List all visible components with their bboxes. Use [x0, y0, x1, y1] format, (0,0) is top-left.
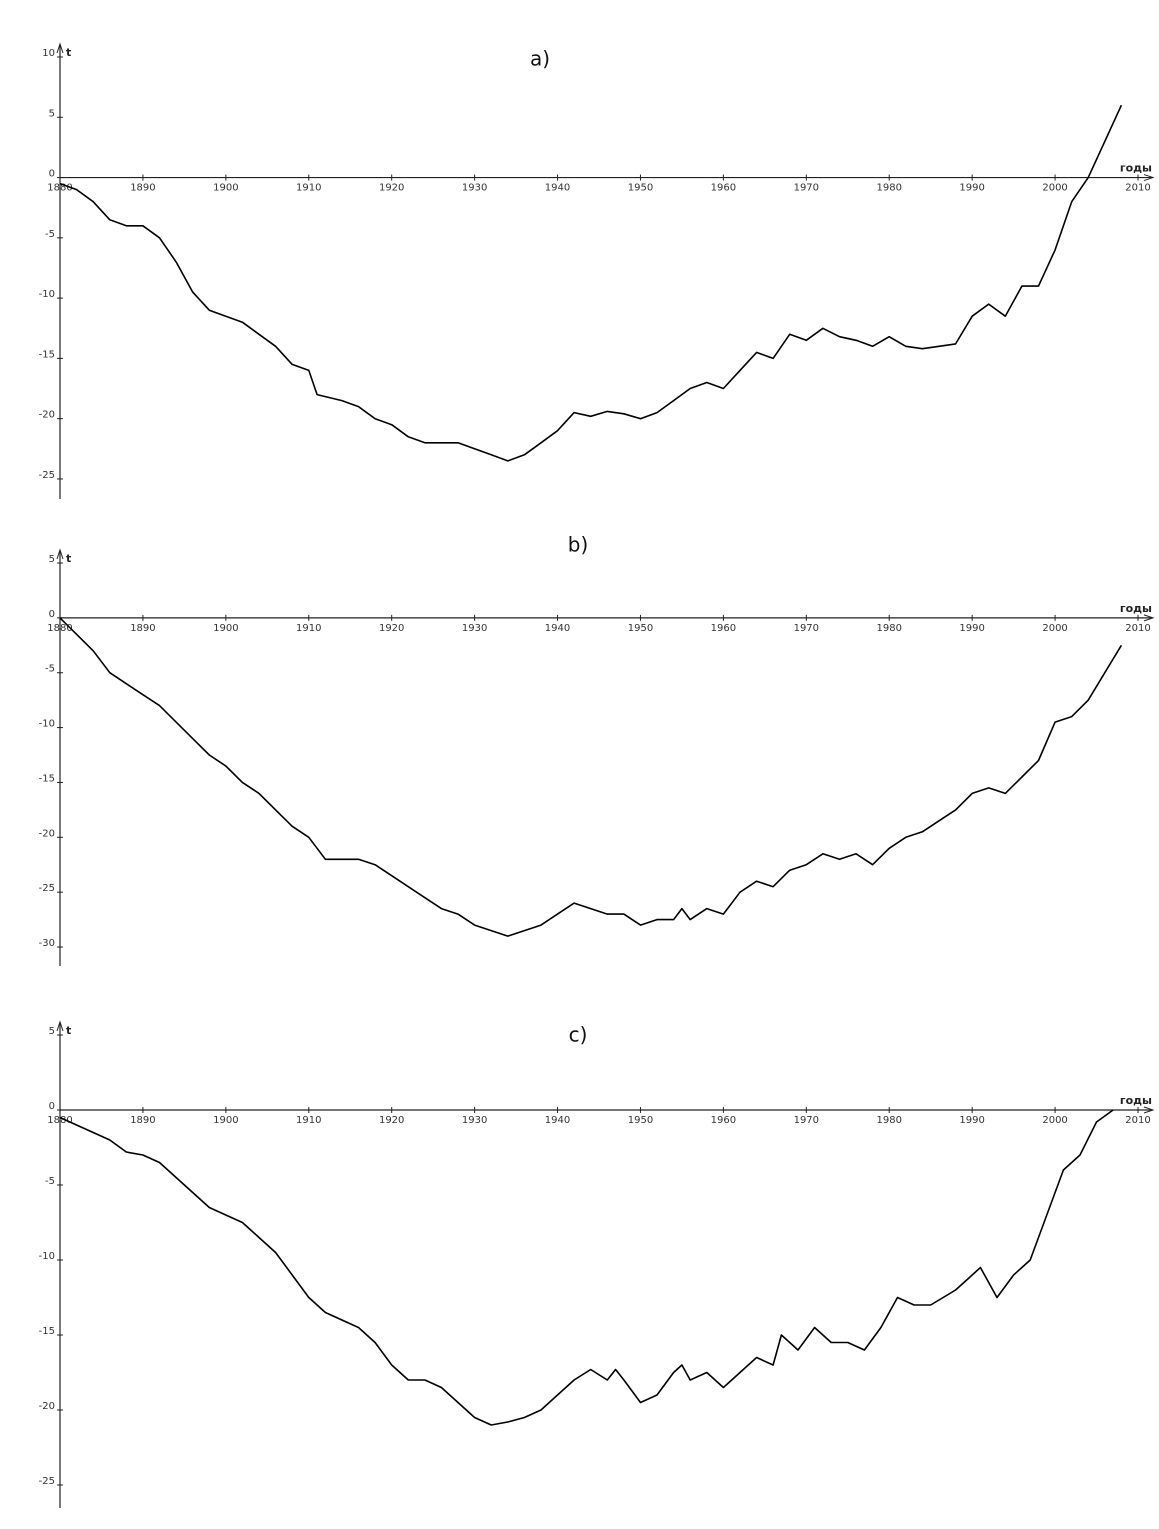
- x-tick-label: 2000: [1042, 623, 1067, 634]
- y-axis-label: t: [66, 1024, 71, 1037]
- x-tick-label: 1910: [296, 1115, 321, 1126]
- x-tick-label: 1970: [794, 1115, 819, 1126]
- x-axis-label: годы: [1120, 1094, 1152, 1107]
- x-tick-label: 1970: [794, 183, 819, 194]
- x-tick-label: 1990: [959, 183, 984, 194]
- y-tick-label: -10: [39, 1251, 55, 1262]
- y-tick-label: -5: [45, 664, 55, 675]
- y-axis-arrow: [56, 1020, 64, 1032]
- y-tick-label: -5: [45, 229, 55, 240]
- y-tick-label: 5: [49, 554, 55, 565]
- y-tick-label: -25: [39, 470, 55, 481]
- x-tick-label: 1880: [47, 1115, 72, 1126]
- data-line: [59, 104, 1123, 462]
- x-tick-label: 1890: [130, 183, 155, 194]
- x-tick-label: 1880: [47, 183, 72, 194]
- x-tick-label: 2000: [1042, 1115, 1067, 1126]
- x-axis-arrow: [1143, 1106, 1155, 1114]
- y-tick-label: 0: [49, 1101, 55, 1112]
- x-tick-label: 1900: [213, 183, 238, 194]
- y-axis-arrow: [56, 42, 64, 54]
- x-tick-label: 1910: [296, 183, 321, 194]
- x-tick-label: 1940: [545, 1115, 570, 1126]
- x-tick-label: 1990: [959, 623, 984, 634]
- x-tick-label: 1950: [628, 1115, 653, 1126]
- data-line: [59, 617, 1123, 937]
- y-tick-label: -15: [39, 349, 55, 360]
- x-axis-arrow: [1143, 614, 1155, 622]
- y-axis-arrow: [56, 548, 64, 560]
- x-tick-label: 1930: [462, 1115, 487, 1126]
- x-tick-label: 1960: [711, 183, 736, 194]
- x-tick-label: 1980: [877, 1115, 902, 1126]
- y-tick-label: -30: [39, 938, 55, 949]
- y-tick-label: 0: [49, 609, 55, 620]
- y-tick-label: -25: [39, 883, 55, 894]
- x-tick-label: 1910: [296, 623, 321, 634]
- y-tick-label: -15: [39, 1326, 55, 1337]
- y-tick-label: -25: [39, 1476, 55, 1487]
- x-tick-label: 1960: [711, 623, 736, 634]
- chart-title: c): [569, 1023, 588, 1047]
- x-axis-label: годы: [1120, 602, 1152, 615]
- y-tick-label: -5: [45, 1176, 55, 1187]
- y-tick-label: -15: [39, 773, 55, 784]
- x-tick-label: 1950: [628, 623, 653, 634]
- x-tick-label: 1920: [379, 183, 404, 194]
- x-tick-label: 1950: [628, 183, 653, 194]
- y-tick-label: 0: [49, 169, 55, 180]
- y-axis-label: t: [66, 46, 71, 59]
- x-tick-label: 2010: [1125, 183, 1150, 194]
- x-tick-label: 1960: [711, 1115, 736, 1126]
- x-tick-label: 1930: [462, 183, 487, 194]
- y-tick-label: -20: [39, 828, 55, 839]
- y-tick-label: 5: [49, 108, 55, 119]
- x-tick-label: 1890: [130, 1115, 155, 1126]
- y-tick-label: -10: [39, 719, 55, 730]
- x-tick-label: 1990: [959, 1115, 984, 1126]
- x-tick-label: 1980: [877, 623, 902, 634]
- y-tick-label: -20: [39, 1401, 55, 1412]
- y-tick-label: 5: [49, 1026, 55, 1037]
- x-tick-label: 1890: [130, 623, 155, 634]
- x-tick-label: 1970: [794, 623, 819, 634]
- y-axis-label: t: [66, 552, 71, 565]
- x-tick-label: 1940: [545, 623, 570, 634]
- x-tick-label: 1920: [379, 1115, 404, 1126]
- x-tick-label: 1940: [545, 183, 570, 194]
- x-tick-label: 1980: [877, 183, 902, 194]
- chart-title: a): [530, 47, 550, 71]
- x-tick-label: 1920: [379, 623, 404, 634]
- chart-title: b): [568, 533, 589, 557]
- x-axis-label: годы: [1120, 162, 1152, 175]
- x-tick-label: 2010: [1125, 1115, 1150, 1126]
- data-line: [59, 1109, 1114, 1426]
- x-tick-label: 1930: [462, 623, 487, 634]
- x-tick-label: 1880: [47, 623, 72, 634]
- x-tick-label: 1900: [213, 1115, 238, 1126]
- x-tick-label: 2000: [1042, 183, 1067, 194]
- y-tick-label: -10: [39, 289, 55, 300]
- y-tick-label: 10: [42, 48, 55, 59]
- y-tick-label: -20: [39, 410, 55, 421]
- x-axis-arrow: [1143, 174, 1155, 182]
- x-tick-label: 2010: [1125, 623, 1150, 634]
- x-tick-label: 1900: [213, 623, 238, 634]
